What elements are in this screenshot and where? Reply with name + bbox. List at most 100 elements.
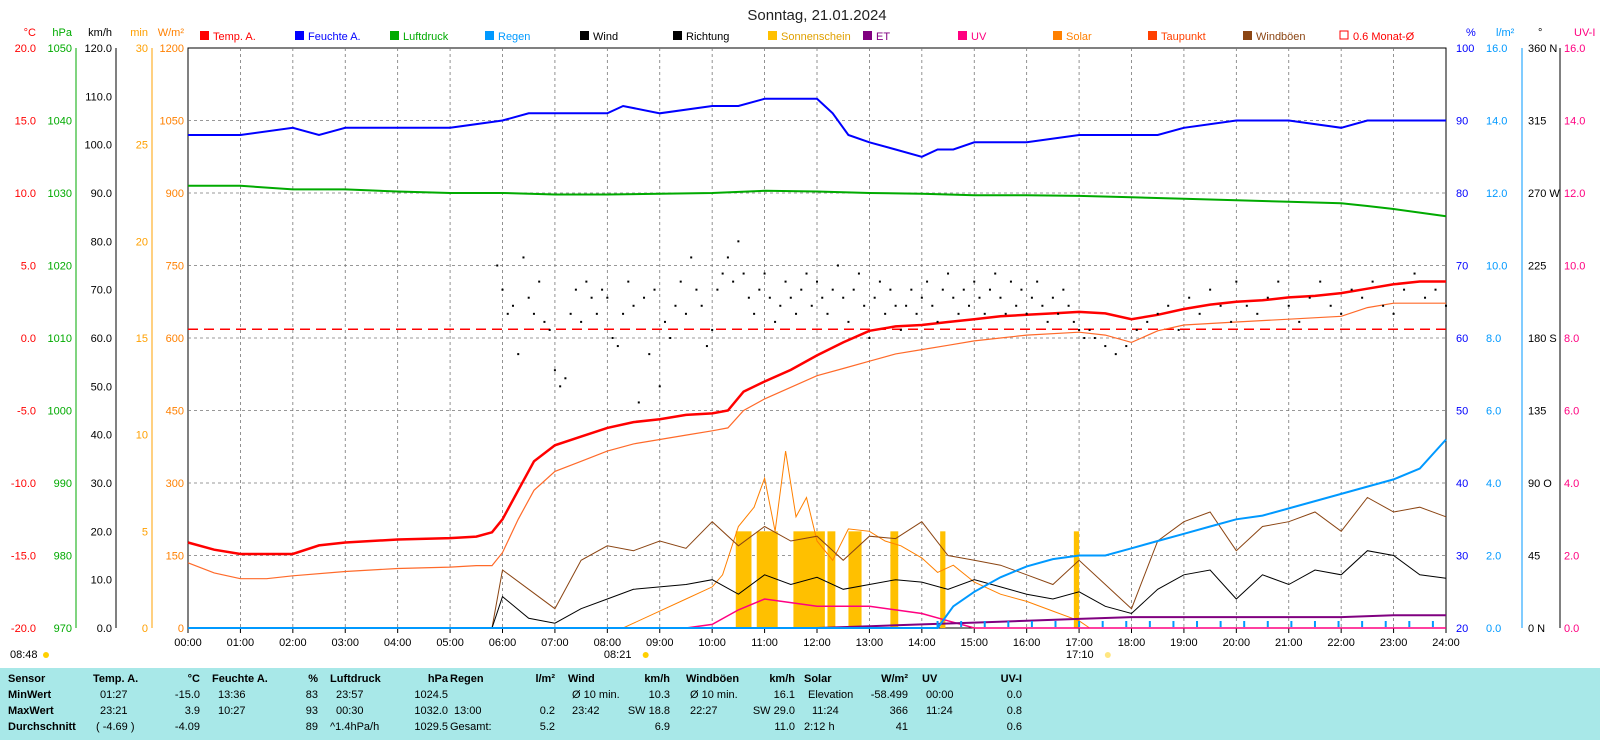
hdr-solar: Solar — [804, 673, 832, 685]
direction-point — [643, 296, 646, 299]
wind-tick-label: 0.0 — [97, 623, 112, 635]
uv-tick-label: 2.0 — [1564, 551, 1579, 563]
direction-point — [994, 272, 997, 275]
direction-point — [768, 296, 771, 299]
avg-wind: 6.9 — [654, 721, 670, 733]
direction-point — [574, 288, 577, 291]
direction-point — [737, 240, 740, 243]
humidity-tick-label: 60 — [1456, 333, 1468, 345]
avg-solar: 41 — [895, 721, 908, 733]
wind-tick-label: 60.0 — [91, 333, 112, 345]
pressure-tick-label: 1050 — [48, 43, 72, 55]
direction-point — [622, 312, 625, 315]
hdr-hum: Feuchte A. — [212, 673, 268, 685]
direction-point — [1057, 312, 1060, 315]
x-tick-label: 23:00 — [1380, 637, 1408, 649]
series-line-wind — [188, 550, 1447, 629]
direction-point — [684, 312, 687, 315]
max-rain: 0.2 — [539, 705, 555, 717]
row-max-label: MaxWert — [8, 705, 54, 717]
min-gust-label: Ø 10 min. — [690, 689, 738, 701]
legend-label: Temp. A. — [213, 31, 256, 43]
wind-tick-label: 70.0 — [91, 285, 112, 297]
direction-point — [1340, 312, 1343, 315]
max-gust-time: 22:27 — [690, 705, 718, 717]
min-uv: 0.0 — [1006, 689, 1022, 701]
direction-point — [863, 304, 866, 307]
direction-point — [1020, 288, 1023, 291]
rain-tick-label: 12.0 — [1486, 188, 1507, 200]
x-tick-label: 00:00 — [174, 637, 202, 649]
solar-tick-label: 600 — [166, 333, 184, 345]
max-wind: SW 18.8 — [627, 705, 670, 717]
sunshine-bar — [756, 531, 778, 628]
sunmin-tick-label: 0 — [142, 623, 148, 635]
x-tick-label: 02:00 — [279, 637, 307, 649]
direction-point — [1445, 304, 1447, 307]
direction-point — [789, 296, 792, 299]
rain-unit-label: l/m² — [1496, 27, 1515, 39]
x-tick-label: 12:00 — [803, 637, 831, 649]
wind-tick-label: 90.0 — [91, 188, 112, 200]
temp-tick-label: -10.0 — [11, 478, 36, 490]
direction-point — [726, 256, 729, 259]
avg-press: 1029.5 — [414, 721, 448, 733]
hdr-press: Luftdruck — [330, 673, 381, 685]
direction-point — [1198, 312, 1201, 315]
max-press-time: 00:30 — [336, 705, 364, 717]
rain-tick-label: 16.0 — [1486, 43, 1507, 55]
direction-tick-label: 225 — [1528, 261, 1546, 273]
sunmin-tick-label: 10 — [136, 430, 148, 442]
min-hum-time: 13:36 — [218, 689, 246, 701]
humidity-tick-label: 100 — [1456, 43, 1474, 55]
direction-point — [758, 288, 761, 291]
wind-tick-label: 100.0 — [84, 140, 112, 152]
hdr-uv: UV — [922, 673, 938, 685]
legend-swatch — [485, 31, 494, 40]
direction-point — [1167, 304, 1170, 307]
series-line-temp-a- — [187, 280, 1446, 556]
temp-tick-label: 0.0 — [21, 333, 36, 345]
direction-point — [705, 345, 708, 348]
direction-point — [847, 320, 850, 323]
solar-tick-label: 150 — [166, 551, 184, 563]
rain-tick-label: 10.0 — [1486, 261, 1507, 273]
direction-point — [899, 328, 902, 331]
wind-unit-label: km/h — [88, 27, 112, 39]
hdr-rain: Regen — [450, 673, 484, 685]
direction-point — [732, 280, 735, 283]
direction-point — [873, 296, 876, 299]
solar-tick-label: 450 — [166, 406, 184, 418]
direction-point — [952, 296, 955, 299]
direction-point — [506, 312, 509, 315]
min-gust: 16.1 — [773, 689, 795, 701]
legend-label: Regen — [498, 31, 530, 43]
max-solar-time: 11:24 — [812, 705, 839, 717]
direction-point — [1093, 337, 1096, 339]
direction-point — [957, 312, 960, 315]
direction-point — [852, 288, 855, 291]
direction-point — [1319, 280, 1322, 283]
direction-point — [816, 280, 818, 283]
direction-point — [753, 312, 756, 315]
direction-point — [1209, 288, 1212, 291]
legend-swatch — [958, 31, 967, 40]
x-tick-label: 07:00 — [541, 637, 569, 649]
min-press-time: 23:57 — [336, 689, 364, 701]
direction-point — [784, 280, 787, 283]
solar-tick-label: 1050 — [160, 116, 184, 128]
direction-point — [1361, 296, 1364, 299]
x-tick-label: 14:00 — [908, 637, 936, 649]
legend-label: 0.6 Monat-Ø — [1353, 31, 1415, 43]
legend-swatch — [200, 31, 209, 40]
direction-point — [543, 320, 546, 323]
pressure-unit-label: hPa — [52, 27, 72, 39]
direction-point — [868, 337, 871, 339]
wind-tick-label: 110.0 — [85, 91, 112, 103]
direction-point — [517, 353, 520, 356]
series-line-regen — [188, 438, 1447, 629]
direction-point — [1350, 288, 1353, 291]
direction-point — [1104, 345, 1107, 348]
hdr-solar-unit: W/m² — [881, 673, 908, 685]
direction-point — [1135, 328, 1138, 331]
